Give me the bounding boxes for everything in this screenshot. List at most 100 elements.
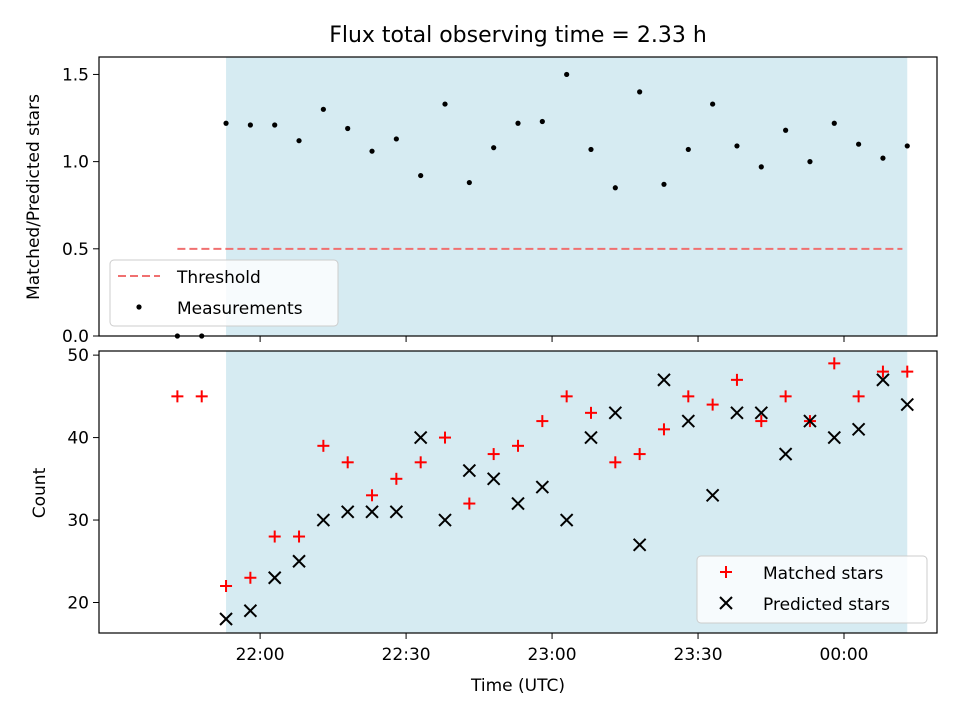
legend-matched-label: Matched stars [763,564,883,584]
measurement-point [418,172,424,179]
measurement-point [685,146,691,153]
legend-matched-swatch [720,566,732,578]
measurement-point [369,148,375,154]
y-tick-label: 1.5 [62,65,89,85]
predicted-stars-point [219,612,233,626]
measurement-point [539,118,545,125]
count-legend: Matched stars Predicted stars [696,555,928,624]
legend-predicted-swatch [719,596,733,610]
legend-predicted-label: Predicted stars [763,595,890,615]
predicted-stars-point [705,488,720,503]
measurement-point [807,159,813,165]
matched-stars-point [220,580,233,592]
ratio-panel-frame [98,56,938,337]
matched-stars-point [828,357,841,370]
predicted-stars-point [803,414,817,428]
predicted-stars-point [681,414,696,428]
count-x-ticks: 22:00 22:30 23:00 23:30 00:00 [236,633,869,665]
observing-window-shade-top [226,57,908,336]
matched-stars-point [341,456,354,469]
ratio-y-ticks: 0.0 0.5 1.0 1.5 [62,65,99,347]
matched-stars-point [487,448,500,461]
matched-stars-point [293,530,306,543]
predicted-stars-point [340,505,355,519]
matched-stars-point [171,390,184,403]
predicted-stars-point [900,397,914,412]
y-tick-label: 30 [67,511,89,531]
matched-stars-point [706,398,719,411]
matched-stars-point [633,448,646,461]
x-tick-label: 22:00 [236,645,285,665]
predicted-stars-point [511,496,525,511]
predicted-stars-point [754,406,769,420]
y-tick-label: 0.0 [62,327,89,347]
matched-stars-point [366,489,379,502]
measurement-point [247,122,253,128]
matched-stars-point [730,373,743,386]
matched-stars-point [852,390,865,403]
measurement-point [564,71,570,78]
measurement-point [661,181,667,187]
count-panel-frame [98,350,938,634]
predicted-stars-point [292,554,306,568]
predicted-stars-point [730,406,744,420]
measurement-point [904,143,910,149]
predicted-stars-point [316,513,331,527]
measurement-point [442,101,448,107]
matched-stars-point [463,497,476,510]
predicted-stars-point [389,505,404,519]
measurement-point [272,122,278,128]
count-x-axis-label: Time (UTC) [470,676,565,696]
predicted-stars-point [365,505,379,519]
matched-stars-point [536,415,549,428]
measurement-point [710,101,716,107]
predicted-stars-point [584,430,598,445]
observing-window-region [226,57,908,336]
matched-stars-point [560,390,573,403]
chart-title: Flux total observing time = 2.33 h [329,23,707,48]
measurement-point [491,145,497,151]
legend-threshold-label: Threshold [176,268,261,288]
measurement-point [223,120,229,126]
predicted-stars-point [462,463,477,478]
legend-measurements-label: Measurements [177,299,303,319]
predicted-stars-point [243,604,258,618]
matched-stars-point [609,456,622,469]
count-legend-box [696,555,928,624]
x-tick-label: 00:00 [820,645,869,665]
y-tick-label: 40 [67,429,89,449]
y-tick-label: 0.5 [62,240,89,260]
predicted-stars-point [486,472,501,486]
matched-stars-point [195,390,208,403]
predicted-stars-point [876,373,890,387]
predicted-stars-point [632,538,647,552]
measurement-point [880,155,886,161]
ratio-x-ticks [259,336,845,342]
matched-stars-point [512,439,524,452]
predicted-stars-point [778,447,793,461]
predicted-stars-point [438,513,452,527]
measurement-point [588,146,594,153]
count-panel: 20 30 40 50 22:00 22:30 23:00 23:30 00:00 Count… [30,346,938,696]
matched-stars-point [901,365,914,378]
matched-stars-point [414,456,427,469]
matched-stars-point [244,571,257,584]
measurement-point [831,120,837,126]
measurement-point [320,106,326,112]
count-y-ticks: 20 30 40 50 [67,346,99,613]
x-tick-label: 22:30 [382,645,431,665]
measurement-point [466,179,472,186]
measurement-point [612,185,618,191]
ratio-panel: 0.0 0.5 1.0 1.5 Matched/Predicted stars Thr… [24,56,938,347]
ratio-y-axis-label: Matched/Predicted stars [24,94,44,300]
predicted-stars-point [827,430,841,445]
measurement-point [856,141,862,147]
ratio-plot-area [174,71,910,339]
matched-stars-point [390,472,403,485]
matched-stars-point [876,365,889,378]
predicted-stars-point [851,422,866,437]
count-y-axis-label: Count [30,467,50,518]
measurement-point [393,136,399,142]
ratio-legend-box [109,259,339,327]
